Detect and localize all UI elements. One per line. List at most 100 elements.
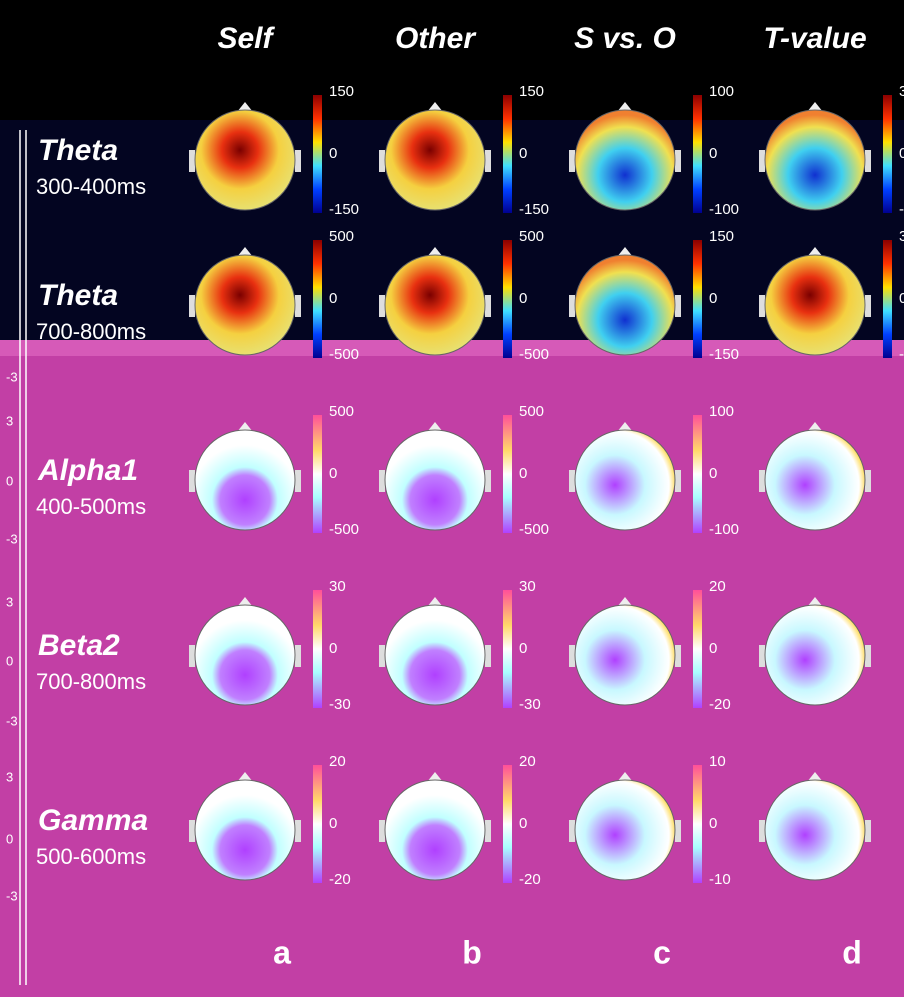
nose [807,247,823,257]
nose [617,102,633,112]
ear [675,820,681,842]
ear [189,150,195,172]
column-header: S vs. O [574,22,676,55]
scale-label: 100 [709,83,734,100]
topo-map [574,429,676,531]
colorbar [503,590,512,708]
scale-label: 500 [329,228,354,245]
scale-label: 20 [329,753,346,770]
topo-map [574,254,676,356]
nose [427,247,443,257]
topo-map [194,779,296,881]
topo-map [764,254,866,356]
ear [675,295,681,317]
ear [189,820,195,842]
nose [237,247,253,257]
topo-map [574,604,676,706]
content: Self Other S vs. O T-value Theta 300-400ms 150… [6,22,904,971]
scale-label: 0 [329,465,337,482]
scale-label: 30 [519,578,536,595]
colorbar [503,415,512,533]
ear [295,470,301,492]
scale-label: 20 [519,753,536,770]
scale-label: 0 [519,815,527,832]
colorbar [883,95,892,213]
colorbar [693,590,702,708]
topo-map [764,779,866,881]
colorbar [313,765,322,883]
panel-letter: a [273,934,291,970]
ear [569,645,575,667]
scale-label: -20 [329,871,351,888]
scale-label: 0 [709,640,717,657]
scale-label: -20 [709,696,731,713]
scale-label: -100 [709,521,739,538]
scale-label: 150 [519,83,544,100]
ear [569,820,575,842]
colorbar [313,415,322,533]
scale-label: 3 [899,83,904,100]
nose [237,102,253,112]
colorbar [693,765,702,883]
scale-label: 0 [329,145,337,162]
scale-label: -3 [899,346,904,363]
ear [569,150,575,172]
ear [485,820,491,842]
strip-label: -3 [6,888,18,903]
strip-label: 3 [6,594,13,609]
scale-label: 500 [519,403,544,420]
scale-label: 0 [899,145,904,162]
scale-label: -150 [709,346,739,363]
scale-label: 30 [329,578,346,595]
ear [865,645,871,667]
ear [569,470,575,492]
ear [759,820,765,842]
scale-label: -20 [519,871,541,888]
topo-map [384,254,486,356]
window-label: 400-500ms [36,494,146,519]
ear [865,295,871,317]
nose [617,597,633,607]
ear [865,820,871,842]
topo-map [384,429,486,531]
nose [617,247,633,257]
scale-label: 0 [709,465,717,482]
strip-label: -3 [6,369,18,384]
ear [189,470,195,492]
window-label: 500-600ms [36,844,146,869]
ear [379,150,385,172]
colorbar [503,765,512,883]
scale-label: 500 [519,228,544,245]
scale-label: 150 [329,83,354,100]
scale-label: -3 [899,201,904,218]
scale-label: -500 [329,346,359,363]
ear [865,150,871,172]
scale-label: 100 [709,403,734,420]
ear [485,150,491,172]
scale-label: 3 [899,228,904,245]
band-label: Theta [38,134,118,167]
panel-letter: d [842,934,862,970]
colorbar [693,415,702,533]
ear [759,645,765,667]
strip-label: 0 [6,653,13,668]
column-header: Self [217,22,275,55]
scale-label: 0 [519,640,527,657]
scale-label: -150 [519,201,549,218]
scale-label: -30 [329,696,351,713]
band-label: Alpha1 [37,454,138,487]
colorbar [313,590,322,708]
ear [675,645,681,667]
ear [379,820,385,842]
colorbar [313,95,322,213]
ear [485,295,491,317]
topo-map [194,604,296,706]
ear [379,645,385,667]
ear [675,470,681,492]
topo-map [574,779,676,881]
band-label: Gamma [38,804,148,837]
colorbar [693,95,702,213]
ear [189,295,195,317]
nose [237,597,253,607]
